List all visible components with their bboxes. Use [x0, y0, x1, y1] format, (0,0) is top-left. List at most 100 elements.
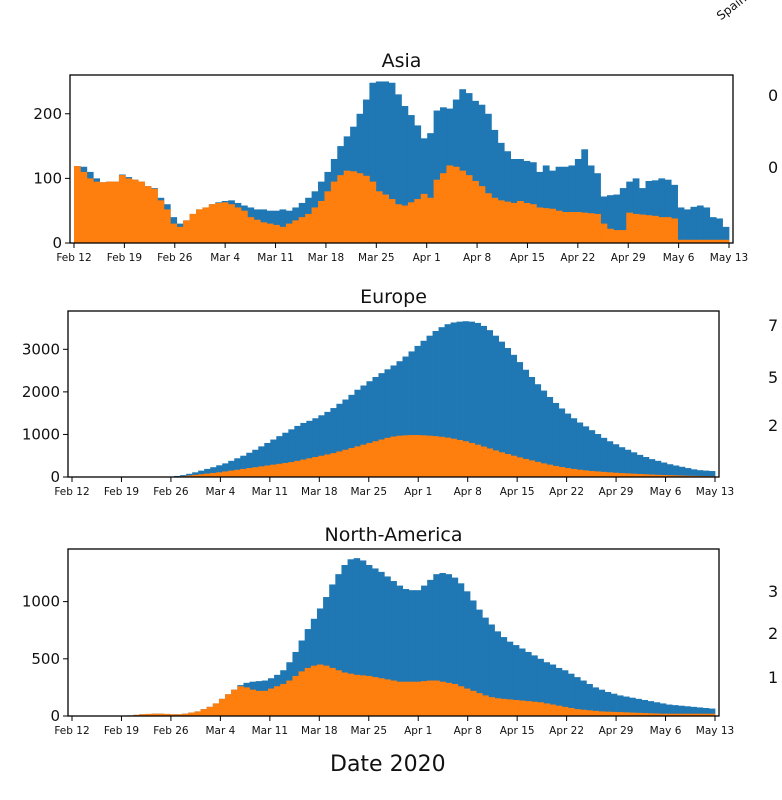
bar — [267, 688, 275, 716]
edge-fragment: 5 — [768, 368, 779, 387]
bar — [480, 325, 487, 477]
x-axis-label: Date 2020 — [330, 752, 446, 777]
x-tick-label: Mar 18 — [308, 252, 345, 264]
bar — [335, 574, 342, 716]
bar — [690, 713, 697, 716]
y-tick-label: 0 — [52, 234, 62, 252]
bar — [163, 713, 171, 716]
bar — [716, 239, 723, 243]
bar — [439, 681, 446, 716]
bar — [395, 204, 402, 243]
bar — [414, 590, 422, 716]
bar — [247, 217, 255, 243]
bar — [378, 678, 385, 716]
edge-fragment: 3 — [768, 582, 779, 601]
y-tick-label: 0 — [50, 707, 60, 725]
bar — [612, 472, 620, 477]
y-tick-label: 500 — [31, 650, 60, 668]
bar — [347, 673, 355, 716]
bar — [492, 335, 500, 477]
bar — [221, 202, 229, 243]
x-tick-label: Apr 29 — [599, 486, 634, 498]
x-tick-label: Mar 25 — [351, 486, 388, 498]
bar — [641, 699, 648, 716]
bar — [246, 452, 253, 477]
bar — [316, 664, 324, 716]
bar — [86, 178, 94, 243]
bar — [632, 213, 640, 243]
bar — [163, 209, 171, 243]
bar — [323, 597, 330, 716]
bar — [427, 680, 434, 716]
bar — [420, 435, 427, 477]
chart-panel-2: Europe 0 1000 2000 3000 Feb 12 Feb 19 Feb 26 Mar… — [22, 286, 734, 498]
bar — [249, 689, 257, 716]
bar — [600, 223, 608, 243]
bar — [378, 373, 385, 477]
bar — [433, 680, 440, 716]
bar — [636, 474, 644, 477]
bar — [421, 681, 428, 716]
bar — [504, 201, 512, 243]
x-tick-label: Apr 1 — [404, 725, 432, 737]
bar — [298, 217, 306, 243]
bar — [519, 648, 526, 716]
bar — [523, 160, 531, 243]
bar — [582, 470, 590, 477]
bar — [472, 100, 479, 243]
bar — [388, 199, 396, 243]
bar — [516, 362, 524, 477]
bar — [234, 458, 241, 477]
bar — [504, 454, 512, 477]
bar — [294, 460, 301, 477]
bar — [336, 451, 343, 477]
bar — [375, 191, 383, 243]
chart-title: Europe — [360, 286, 427, 308]
bar — [311, 207, 319, 243]
bar — [709, 217, 717, 243]
bar — [445, 682, 453, 716]
bar — [228, 460, 235, 477]
bar — [192, 474, 199, 477]
bar — [534, 384, 542, 477]
bar — [658, 217, 666, 243]
bar — [369, 82, 377, 243]
bar — [517, 201, 524, 243]
bar — [598, 711, 606, 716]
bar — [534, 461, 542, 477]
bar — [446, 165, 454, 243]
x-tick-label: Apr 15 — [500, 725, 535, 737]
bar — [678, 466, 686, 477]
bar — [555, 166, 563, 243]
bar — [456, 321, 463, 477]
x-tick-label: Feb 26 — [153, 725, 189, 737]
bar — [672, 713, 679, 716]
bar — [348, 394, 355, 477]
bar — [623, 696, 630, 716]
bar — [93, 181, 101, 243]
bar — [427, 579, 434, 716]
bar — [486, 330, 493, 477]
bar — [312, 418, 319, 477]
bar — [337, 175, 345, 243]
bar — [648, 459, 656, 477]
bar — [234, 469, 241, 477]
bar — [623, 712, 630, 716]
bar — [604, 691, 612, 716]
bar — [641, 713, 648, 716]
bar — [186, 475, 193, 477]
bar — [260, 222, 267, 243]
x-tick-label: Mar 11 — [257, 252, 294, 264]
bar — [696, 713, 704, 716]
bar — [240, 455, 247, 477]
bar — [131, 179, 139, 243]
bar — [438, 327, 445, 477]
bar — [215, 202, 223, 243]
bar — [555, 705, 563, 716]
bar — [450, 438, 457, 477]
bar — [372, 441, 379, 477]
bar — [690, 706, 697, 716]
bar — [635, 712, 642, 716]
bar — [582, 426, 590, 477]
bar — [285, 223, 293, 243]
